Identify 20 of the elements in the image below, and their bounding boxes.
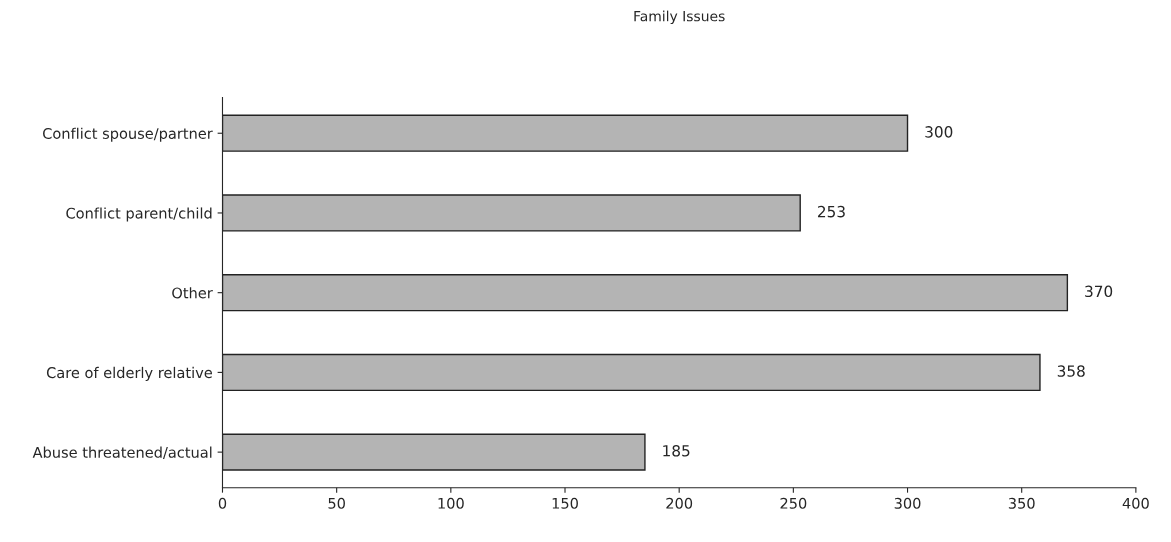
data-label: 185 bbox=[663, 445, 690, 457]
data-label: 300 bbox=[925, 126, 953, 138]
x-tick-label: 50 bbox=[328, 497, 345, 509]
y-tick-label: Conflict parent/child bbox=[66, 207, 212, 222]
x-tick-label: 400 bbox=[1122, 497, 1149, 509]
x-tick-label: 300 bbox=[894, 497, 921, 509]
data-label: 370 bbox=[1085, 285, 1113, 298]
x-tick-label: 200 bbox=[666, 497, 693, 509]
y-tick-label: Abuse threatened/actual bbox=[32, 446, 212, 460]
data-label: 358 bbox=[1057, 365, 1085, 377]
y-tick-label: Care of elderly relative bbox=[46, 366, 212, 381]
chart-title: Family Issues bbox=[634, 10, 725, 25]
y-tick-label: Other bbox=[172, 287, 213, 299]
x-tick-label: 350 bbox=[1008, 497, 1035, 509]
y-tick-label: Conflict spouse/partner bbox=[43, 127, 213, 142]
x-tick-label: 0 bbox=[218, 497, 227, 509]
x-tick-label: 250 bbox=[780, 497, 807, 509]
x-tick-label: 100 bbox=[438, 497, 464, 509]
data-label: 253 bbox=[817, 205, 845, 218]
x-tick-label: 150 bbox=[552, 497, 578, 509]
